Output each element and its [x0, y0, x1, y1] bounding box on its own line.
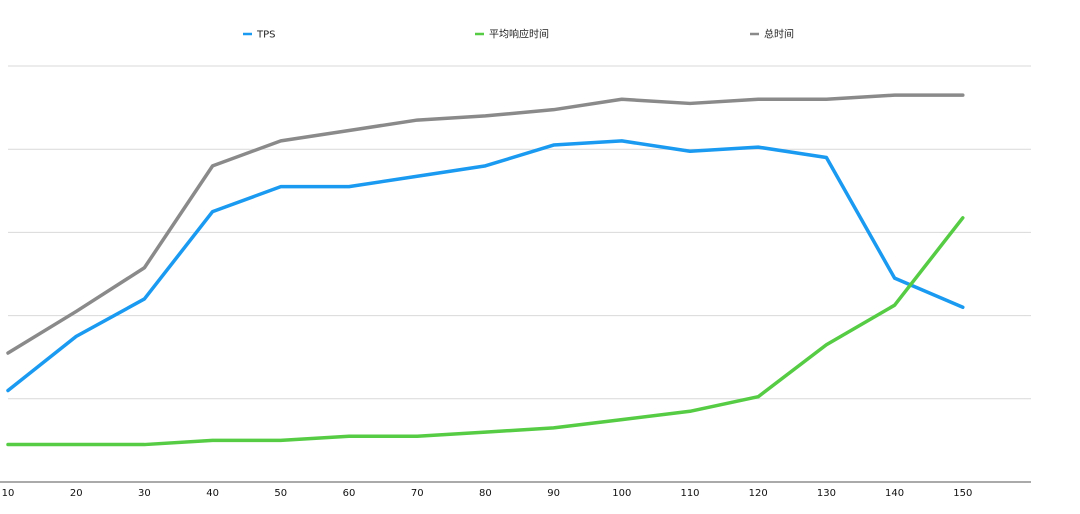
legend-label: 平均响应时间: [489, 28, 549, 41]
series-layer: [6, 93, 965, 447]
legend-item: TPS: [243, 30, 276, 41]
x-tick-label: 90: [547, 488, 560, 499]
series-line: [6, 139, 965, 393]
x-tick-label: 20: [70, 488, 83, 499]
legend-label: 总时间: [764, 28, 794, 41]
x-tick-label: 120: [749, 488, 768, 499]
series-line: [6, 93, 965, 355]
x-tick-label: 80: [479, 488, 492, 499]
x-tick-label: 60: [343, 488, 356, 499]
series-line: [6, 216, 965, 447]
x-tick-label: 140: [885, 488, 904, 499]
x-tick-label: 130: [817, 488, 836, 499]
x-tick-label: 70: [411, 488, 424, 499]
legend-item: 总时间: [750, 28, 794, 41]
legend-label: TPS: [256, 30, 276, 41]
x-axis: 10 20 30 40 50 60 70 80 90 100 110 120 130 140 150: [0, 481, 1031, 499]
x-tick-label: 30: [138, 488, 151, 499]
grid-layer: [8, 65, 1031, 400]
x-tick-label: 50: [274, 488, 287, 499]
x-tick-label: 10: [2, 488, 15, 499]
x-tick-label: 150: [953, 488, 972, 499]
legend: TPS 平均响应时间 总时间: [243, 28, 794, 41]
legend-item: 平均响应时间: [475, 28, 549, 41]
x-tick-label: 40: [206, 488, 219, 499]
x-tick-label: 100: [612, 488, 631, 499]
x-tick-label: 110: [680, 488, 699, 499]
